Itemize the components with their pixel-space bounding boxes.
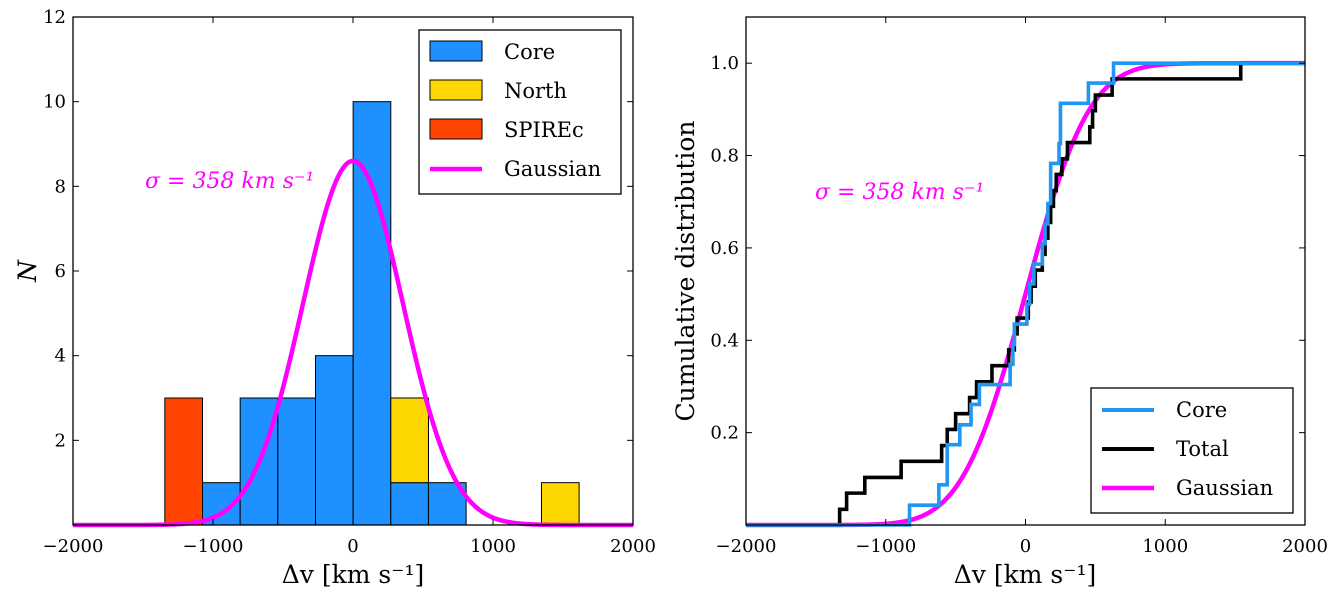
legend-label-total: Total: [1176, 437, 1229, 461]
cdf-sigma-annotation: σ = 358 km s⁻¹: [815, 180, 984, 205]
y-tick-label: 0.4: [710, 330, 739, 351]
bar-core-2: [277, 397, 316, 526]
bar-north-0: [390, 397, 429, 484]
y-tick-label: 0.2: [710, 423, 739, 444]
cdf-y-tick-labels: 0.2 0.4 0.6 0.8 1.0: [710, 53, 739, 443]
histogram-y-axis-label: N: [13, 259, 42, 283]
y-tick-label: 1.0: [710, 53, 739, 74]
bar-north-1: [540, 482, 580, 526]
y-tick-label: 2: [55, 430, 66, 451]
y-tick-label: 10: [43, 92, 66, 113]
x-tick-label: −1000: [855, 536, 916, 557]
x-tick-label: 2000: [610, 536, 656, 557]
legend-label-north: North: [504, 79, 567, 103]
x-tick-label: 1000: [470, 536, 516, 557]
x-tick-label: 0: [1020, 536, 1031, 557]
x-tick-label: 1000: [1142, 536, 1188, 557]
legend-swatch-core: [429, 40, 483, 62]
histogram-panel: −2000 −1000 0 1000 2000 2 4 6 8 10 12 Δv [km s⁻¹]…: [13, 7, 656, 589]
bar-spirec-0: [164, 397, 203, 526]
bar-core-5: [390, 482, 429, 526]
cdf-ticks: [745, 17, 1306, 525]
y-tick-label: 4: [55, 346, 66, 367]
y-tick-label: 8: [55, 176, 66, 197]
legend-label-core: Core: [504, 40, 555, 64]
histogram-legend: Core North SPIREc Gaussian: [418, 29, 622, 195]
x-tick-label: 2000: [1282, 536, 1328, 557]
legend-swatch-spirec: [429, 118, 483, 140]
legend-label-spirec: SPIREc: [504, 118, 584, 142]
cdf-y-axis-label: Cumulative distribution: [671, 121, 700, 422]
y-tick-label: 0.6: [710, 238, 739, 259]
y-tick-label: 12: [43, 7, 66, 28]
histogram-y-tick-labels: 2 4 6 8 10 12: [43, 7, 66, 451]
y-tick-label: 0.8: [710, 146, 739, 167]
cdf-line-core: [746, 61, 1305, 527]
bar-core-3: [314, 355, 354, 526]
histogram-sigma-annotation: σ = 358 km s⁻¹: [145, 169, 314, 194]
cdf-legend: Core Total Gaussian: [1090, 387, 1294, 514]
cdf-panel: −2000 −1000 0 1000 2000 0.2 0.4 0.6 0.8 1.0 Δv […: [671, 16, 1328, 589]
legend-label-gaussian: Gaussian: [504, 157, 601, 181]
histogram-ticks: [72, 16, 634, 525]
legend-label-gaussian: Gaussian: [1176, 476, 1273, 500]
legend-label-core: Core: [1176, 398, 1227, 422]
x-tick-label: −2000: [43, 536, 104, 557]
histogram-x-axis-label: Δv [km s⁻¹]: [282, 560, 424, 589]
histogram-bars: [164, 101, 580, 526]
cdf-x-tick-labels: −2000 −1000 0 1000 2000: [716, 536, 1328, 557]
y-tick-label: 6: [55, 261, 66, 282]
cdf-x-axis-label: Δv [km s⁻¹]: [954, 560, 1096, 589]
x-tick-label: −1000: [183, 536, 244, 557]
x-tick-label: 0: [347, 536, 358, 557]
histogram-x-tick-labels: −2000 −1000 0 1000 2000: [43, 536, 656, 557]
legend-swatch-north: [429, 79, 483, 101]
x-tick-label: −2000: [716, 536, 777, 557]
